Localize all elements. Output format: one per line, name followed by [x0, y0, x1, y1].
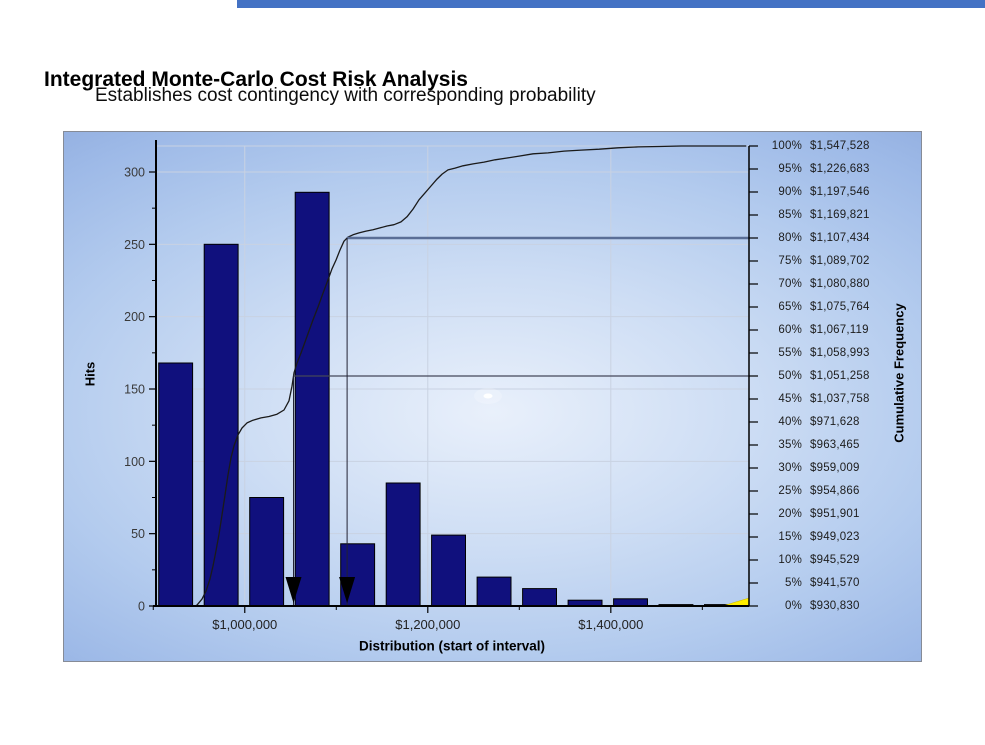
percentile-pct-label: 45%	[778, 393, 802, 405]
percentile-dollar-value: $1,058,993	[810, 347, 870, 359]
percentile-table: 100% $1,547,528 95% $1,226,683 90% $1,197,546…	[765, 132, 921, 661]
percentile-row: 80% $1,107,434	[765, 231, 870, 245]
y-axis-title: Hits	[82, 361, 98, 387]
percentile-dollar-value: $1,037,758	[810, 393, 870, 405]
reference-arrow-80	[339, 577, 356, 603]
histogram-bar	[158, 362, 194, 607]
percentile-dollar-value: $1,169,821	[810, 209, 870, 221]
histogram-bar	[522, 588, 558, 607]
highlight-dot	[483, 393, 493, 399]
outlier-marker	[722, 597, 750, 607]
percentile-dollar-value: $959,009	[810, 462, 860, 474]
histogram-bar	[476, 576, 512, 607]
percentile-pct-label: 15%	[778, 531, 802, 543]
percentile-pct-label: 5%	[784, 577, 802, 589]
percentile-row: 5% $941,570	[765, 576, 860, 590]
percentile-row: 20% $951,901	[765, 507, 860, 521]
y-tick-label: 200	[124, 310, 145, 324]
percentile-dollar-value: $1,197,546	[810, 186, 870, 198]
percentile-row: 40% $971,628	[765, 415, 860, 429]
page-title: Integrated Monte-Carlo Cost Risk Analysi…	[44, 68, 468, 92]
histogram-bar	[431, 534, 467, 607]
percentile-dollar-value: $1,547,528	[810, 140, 870, 152]
percentile-dollar-value: $930,830	[810, 600, 860, 612]
percentile-dollar-value: $954,866	[810, 485, 860, 497]
percentile-row: 15% $949,023	[765, 530, 860, 544]
percentile-pct-label: 40%	[778, 416, 802, 428]
slide-accent-bar	[237, 0, 985, 8]
percentile-row: 75% $1,089,702	[765, 254, 870, 268]
percentile-pct-label: 35%	[778, 439, 802, 451]
percentile-dollar-value: $951,901	[810, 508, 860, 520]
y-tick-label: 100	[124, 455, 145, 469]
percentile-dollar-value: $941,570	[810, 577, 860, 589]
percentile-pct-label: 80%	[778, 232, 802, 244]
x-axis-title: Distribution (start of interval)	[358, 638, 546, 654]
y-tick-label: 300	[124, 166, 145, 180]
percentile-pct-label: 50%	[778, 370, 802, 382]
percentile-pct-label: 30%	[778, 462, 802, 474]
percentile-dollar-value: $1,075,764	[810, 301, 870, 313]
page-subtitle: Establishes cost contingency with corres…	[95, 85, 596, 106]
percentile-dollar-value: $949,023	[810, 531, 860, 543]
percentile-dollar-value: $1,067,119	[810, 324, 869, 336]
percentile-row: 50% $1,051,258	[765, 369, 870, 383]
percentile-pct-label: 95%	[778, 163, 802, 175]
percentile-pct-label: 20%	[778, 508, 802, 520]
percentile-row: 70% $1,080,880	[765, 277, 870, 291]
percentile-row: 25% $954,866	[765, 484, 860, 498]
percentile-dollar-value: $1,226,683	[810, 163, 870, 175]
percentile-dollar-value: $1,089,702	[810, 255, 870, 267]
percentile-row: 30% $959,009	[765, 461, 860, 475]
percentile-row: 45% $1,037,758	[765, 392, 870, 406]
percentile-pct-label: 10%	[778, 554, 802, 566]
percentile-dollar-value: $1,107,434	[810, 232, 870, 244]
monte-carlo-chart: 0 50 100 150 200 250 300 $1,000,000 $1,200,000 $1…	[124, 140, 758, 632]
x-tick-label: $1,400,000	[578, 617, 643, 632]
histogram-bar	[385, 482, 421, 607]
percentile-row: 100% $1,547,528	[765, 139, 870, 153]
percentile-row: 10% $945,529	[765, 553, 860, 567]
percentile-pct-label: 85%	[778, 209, 802, 221]
percentile-row: 60% $1,067,119	[765, 323, 869, 337]
x-tick-label: $1,200,000	[395, 617, 460, 632]
percentile-dollar-value: $1,051,258	[810, 370, 870, 382]
histogram-bar	[613, 598, 648, 607]
percentile-row: 95% $1,226,683	[765, 162, 870, 176]
percentile-row: 90% $1,197,546	[765, 185, 870, 199]
percentile-pct-label: 55%	[778, 347, 802, 359]
percentile-pct-label: 60%	[778, 324, 802, 336]
percentile-pct-label: 25%	[778, 485, 802, 497]
histogram-bar	[203, 243, 239, 607]
chart-panel: 0 50 100 150 200 250 300 $1,000,000 $1,200,000 $1…	[63, 131, 922, 662]
cumulative-curve	[195, 145, 747, 607]
percentile-row: 65% $1,075,764	[765, 300, 870, 314]
percentile-pct-label: 70%	[778, 278, 802, 290]
percentile-row: 55% $1,058,993	[765, 346, 870, 360]
percentile-dollar-value: $963,465	[810, 439, 860, 451]
percentile-row: 85% $1,169,821	[765, 208, 870, 222]
histogram-bar	[294, 191, 330, 607]
reference-arrow-50	[285, 577, 302, 603]
histogram-bar	[249, 497, 285, 607]
y-tick-label: 50	[131, 527, 145, 541]
x-tick-label: $1,000,000	[212, 617, 277, 632]
y-tick-label: 150	[124, 383, 145, 397]
y-tick-label: 250	[124, 238, 145, 252]
percentile-row: 35% $963,465	[765, 438, 860, 452]
percentile-pct-label: 0%	[784, 600, 802, 612]
percentile-dollar-value: $945,529	[810, 554, 860, 566]
y-tick-label: 0	[138, 600, 145, 614]
percentile-pct-label: 75%	[778, 255, 802, 267]
percentile-pct-label: 65%	[778, 301, 802, 313]
percentile-pct-label: 100%	[771, 140, 802, 152]
percentile-row: 0% $930,830	[765, 599, 860, 613]
percentile-pct-label: 90%	[778, 186, 802, 198]
percentile-dollar-value: $1,080,880	[810, 278, 870, 290]
percentile-dollar-value: $971,628	[810, 416, 860, 428]
